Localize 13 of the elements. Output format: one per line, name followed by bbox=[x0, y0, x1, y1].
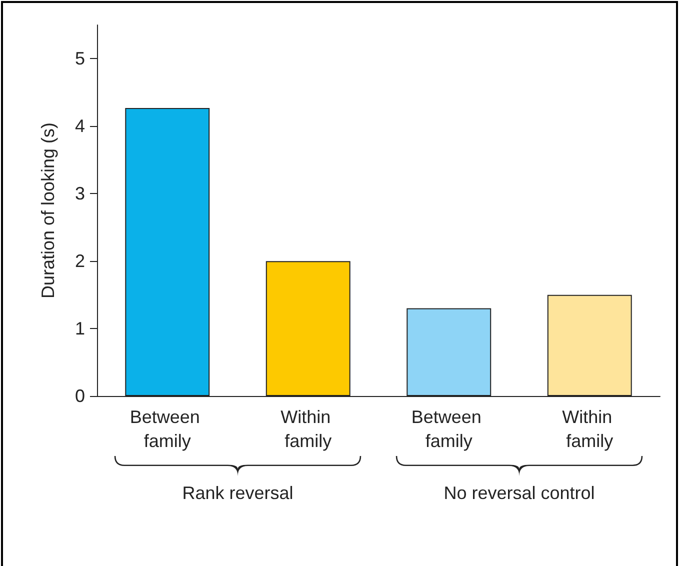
y-tick-label: 2 bbox=[74, 251, 85, 272]
text: No reversal control bbox=[444, 483, 595, 503]
x-tick-label: Between family bbox=[411, 407, 486, 451]
y-axis-title: Duration of looking (s) bbox=[38, 122, 58, 299]
y-tick-label: 0 bbox=[74, 386, 85, 406]
y-tick-label: 3 bbox=[74, 184, 85, 204]
y-tick-label: 4 bbox=[74, 116, 85, 136]
x-tick-label: Within family bbox=[562, 407, 618, 451]
y-tick-label: 1 bbox=[74, 318, 85, 339]
text: Rank reversal bbox=[182, 483, 294, 503]
y-tick-label: 5 bbox=[74, 48, 85, 69]
x-tick-label: Within family bbox=[280, 407, 336, 451]
x-tick-label: Between family bbox=[130, 407, 205, 451]
